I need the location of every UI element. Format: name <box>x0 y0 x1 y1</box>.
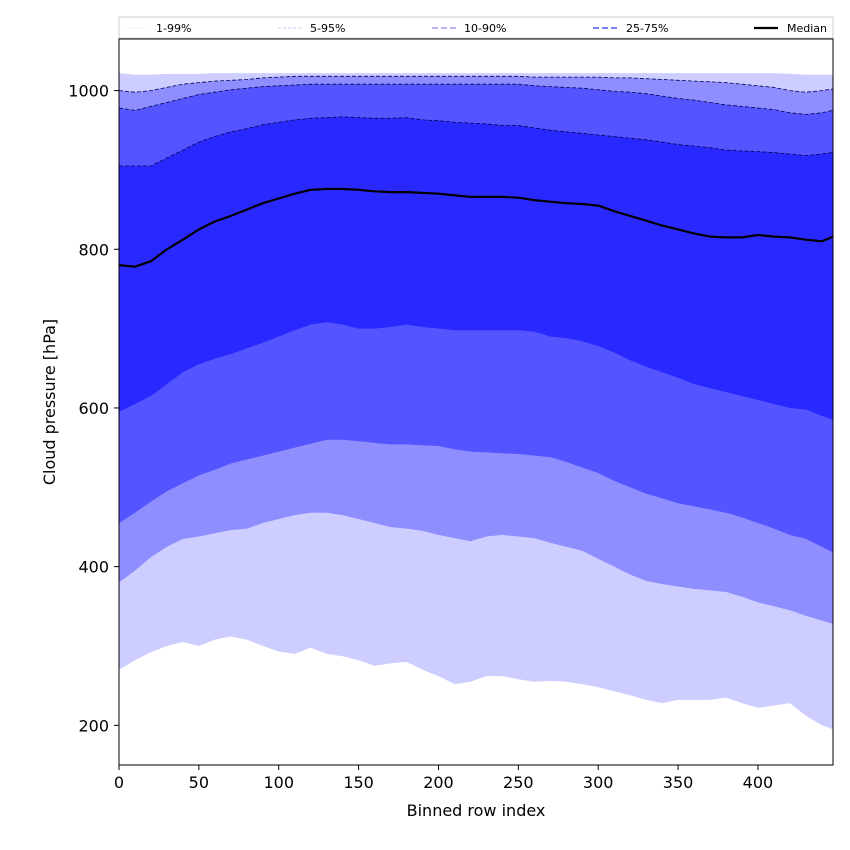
x-axis-label: Binned row index <box>407 801 546 820</box>
legend-label: 25-75% <box>626 22 668 35</box>
x-tick-label: 50 <box>189 773 209 792</box>
series-line-median <box>118 187 834 268</box>
bands-layer <box>119 73 833 730</box>
band-edge-10-90 <box>118 83 834 115</box>
median-layer <box>118 187 834 268</box>
y-axis-ticks: 200 400 600 800 1000 <box>68 82 119 735</box>
legend-label: Median <box>787 22 827 35</box>
band-lines-layer <box>118 75 834 167</box>
x-tick-label: 250 <box>503 773 534 792</box>
band-edge-5-95 <box>118 75 834 93</box>
x-tick-label: 150 <box>343 773 374 792</box>
y-tick-label: 400 <box>78 558 109 577</box>
legend-label: 1-99% <box>156 22 191 35</box>
x-tick-label: 350 <box>663 773 694 792</box>
x-tick-label: 200 <box>423 773 454 792</box>
x-axis-ticks: 0 50 100 150 200 250 300 350 400 <box>114 765 773 792</box>
x-tick-label: 400 <box>743 773 774 792</box>
y-tick-label: 600 <box>78 399 109 418</box>
y-tick-label: 200 <box>78 716 109 735</box>
legend-label: 10-90% <box>464 22 506 35</box>
legend-label: 5-95% <box>310 22 345 35</box>
x-tick-label: 0 <box>114 773 124 792</box>
x-tick-label: 300 <box>583 773 614 792</box>
band-edge-25-75 <box>119 116 834 167</box>
y-tick-label: 800 <box>78 240 109 259</box>
x-tick-label: 100 <box>263 773 294 792</box>
legend-box <box>118 16 834 39</box>
y-axis-label: Cloud pressure [hPa] <box>40 319 59 485</box>
y-tick-label: 1000 <box>68 82 109 101</box>
plot-frame <box>118 38 834 766</box>
legend: 1-99% 5-95% 10-90% 25-75% Median <box>118 16 834 39</box>
